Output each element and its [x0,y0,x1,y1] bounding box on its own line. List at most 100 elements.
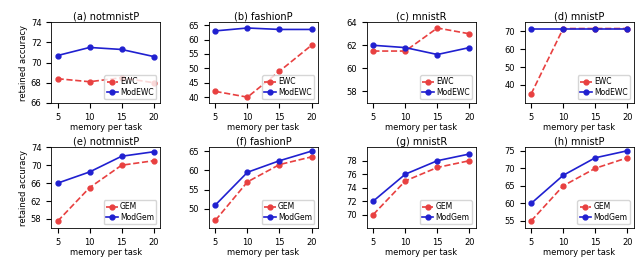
ModEWC [244,26,252,30]
X-axis label: memory per task: memory per task [227,123,300,132]
Line: ModGem: ModGem [55,149,156,186]
EWC [369,49,377,53]
Title: (e) notmnistP: (e) notmnistP [72,136,139,147]
EWC [401,49,409,53]
GEM [401,179,409,183]
Y-axis label: retained accuracy: retained accuracy [19,24,28,101]
ModGem [465,152,473,156]
GEM [308,155,316,158]
ModGem [212,203,220,207]
ModGem [559,174,567,177]
ModEWC [150,55,157,58]
GEM [86,186,93,189]
EWC [276,70,284,73]
ModEWC [623,27,631,30]
ModGem [433,159,441,162]
ModEWC [401,46,409,49]
ModEWC [527,27,535,30]
Line: GEM: GEM [529,155,630,224]
Line: EWC: EWC [55,75,156,85]
Line: ModEWC: ModEWC [371,43,472,57]
Title: (b) fashionP: (b) fashionP [234,11,292,21]
ModEWC [212,29,220,33]
GEM [118,163,125,167]
EWC [86,80,93,83]
Line: GEM: GEM [371,158,472,217]
Line: EWC: EWC [213,43,314,100]
Legend: GEM, ModGem: GEM, ModGem [577,200,630,224]
Title: (c) mnistR: (c) mnistR [396,11,447,21]
Line: ModEWC: ModEWC [529,26,630,31]
X-axis label: memory per task: memory per task [385,248,458,257]
ModGem [54,182,61,185]
Line: ModEWC: ModEWC [55,45,156,59]
GEM [212,219,220,222]
EWC [591,27,599,30]
ModGem [86,170,93,173]
GEM [559,184,567,188]
ModEWC [591,27,599,30]
ModGem [369,199,377,203]
GEM [433,166,441,169]
GEM [369,213,377,216]
Legend: GEM, ModGem: GEM, ModGem [420,200,472,224]
ModEWC [86,46,93,49]
GEM [54,220,61,223]
Title: (h) mnistP: (h) mnistP [554,136,604,147]
ModEWC [465,46,473,49]
X-axis label: memory per task: memory per task [385,123,458,132]
GEM [150,159,157,162]
X-axis label: memory per task: memory per task [543,123,615,132]
Legend: EWC, ModEWC: EWC, ModEWC [262,75,314,99]
ModGem [591,156,599,160]
ModGem [118,155,125,158]
Y-axis label: retained accuracy: retained accuracy [19,150,28,226]
Line: GEM: GEM [55,158,156,224]
ModEWC [369,44,377,47]
Title: (d) mnistP: (d) mnistP [554,11,604,21]
GEM [465,159,473,162]
Title: (g) mnistR: (g) mnistR [396,136,447,147]
X-axis label: memory per task: memory per task [543,248,615,257]
EWC [623,27,631,30]
ModEWC [276,28,284,31]
Line: ModEWC: ModEWC [213,26,314,33]
ModGem [401,173,409,176]
Legend: GEM, ModGem: GEM, ModGem [104,200,156,224]
Legend: EWC, ModEWC: EWC, ModEWC [104,75,156,99]
Line: ModGem: ModGem [529,148,630,206]
X-axis label: memory per task: memory per task [70,248,141,257]
EWC [559,27,567,30]
EWC [465,32,473,35]
GEM [244,180,252,183]
Line: GEM: GEM [213,155,314,223]
ModEWC [308,28,316,31]
Line: EWC: EWC [529,26,630,96]
EWC [150,81,157,85]
Legend: EWC, ModEWC: EWC, ModEWC [578,75,630,99]
ModEWC [118,48,125,51]
EWC [308,44,316,47]
ModGem [308,150,316,153]
X-axis label: memory per task: memory per task [70,123,141,132]
GEM [591,167,599,170]
ModGem [527,202,535,205]
EWC [118,76,125,80]
EWC [54,77,61,80]
Line: ModGem: ModGem [371,152,472,203]
EWC [433,26,441,30]
ModGem [244,171,252,174]
ModGem [623,149,631,152]
ModGem [150,150,157,153]
Legend: GEM, ModGem: GEM, ModGem [262,200,314,224]
ModGem [276,159,284,162]
EWC [244,95,252,99]
Legend: EWC, ModEWC: EWC, ModEWC [420,75,472,99]
ModEWC [559,27,567,30]
Title: (a) notmnistP: (a) notmnistP [72,11,139,21]
GEM [623,156,631,160]
X-axis label: memory per task: memory per task [227,248,300,257]
Title: (f) fashionP: (f) fashionP [236,136,291,147]
ModEWC [54,54,61,57]
GEM [527,219,535,223]
